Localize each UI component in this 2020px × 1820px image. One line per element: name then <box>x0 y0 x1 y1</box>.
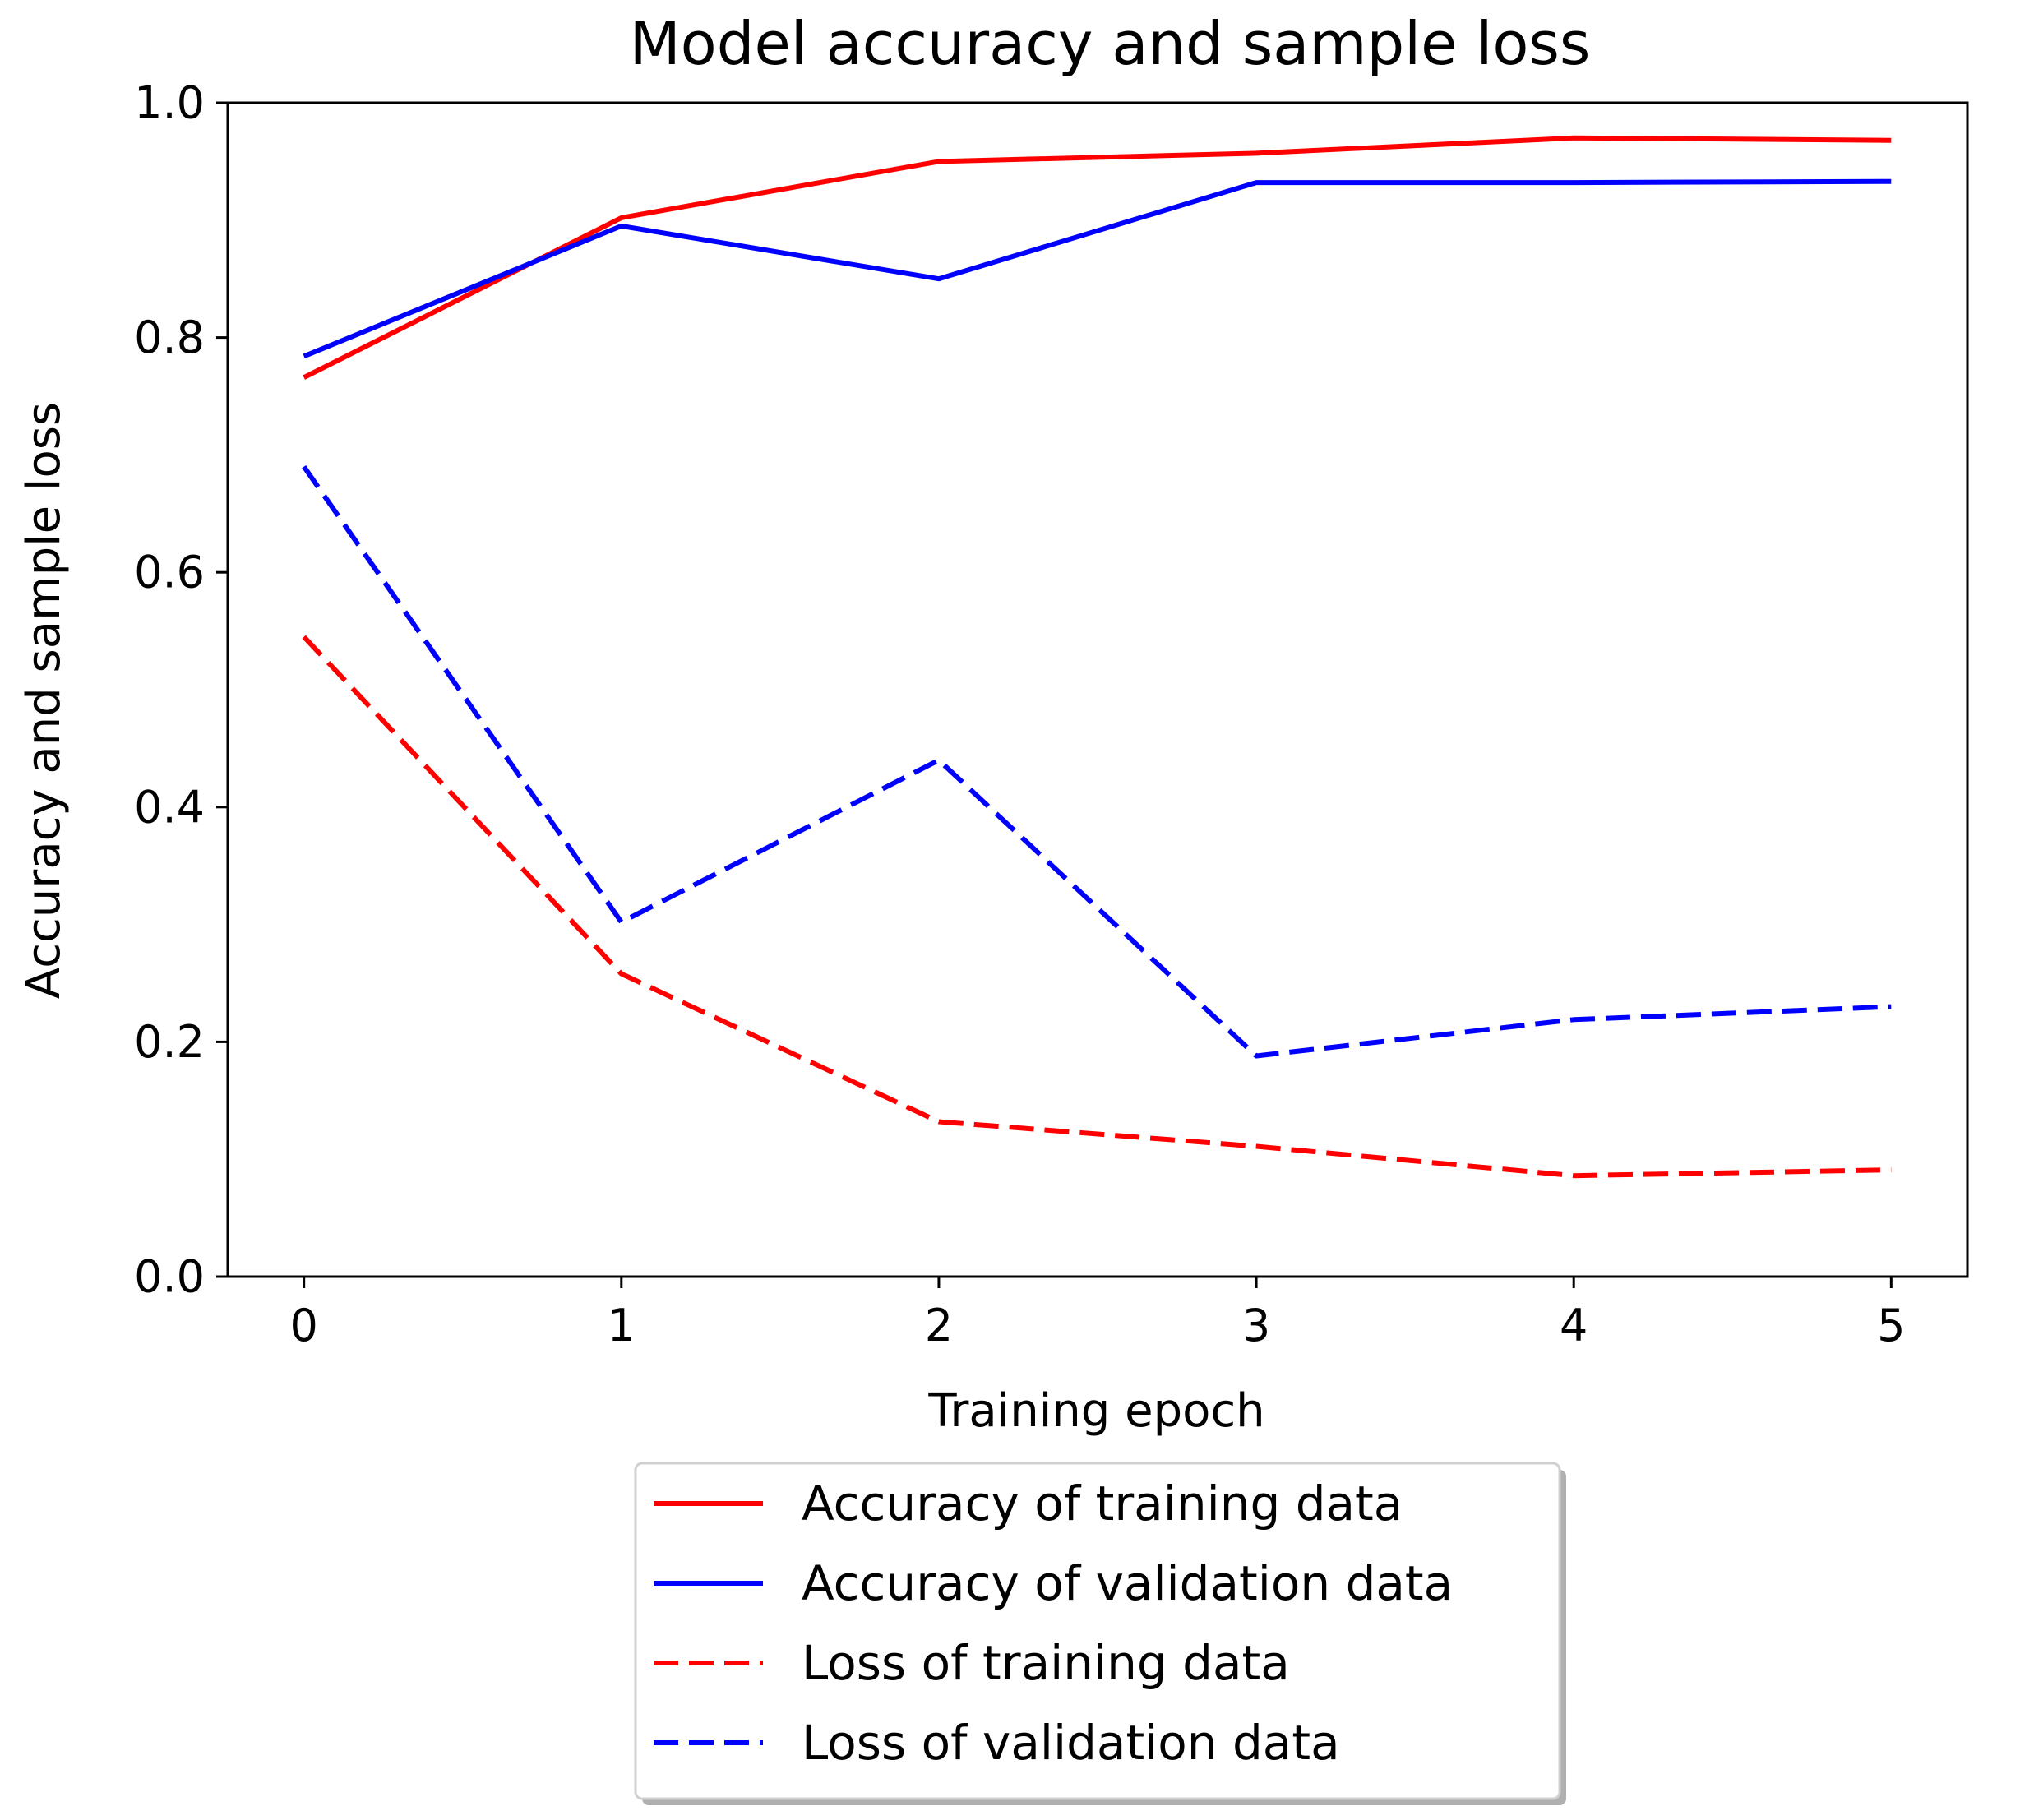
x-tick-label: 4 <box>1560 1300 1588 1351</box>
y-tick-label: 0.6 <box>134 547 205 598</box>
series-line-2 <box>303 178 1892 359</box>
legend-entries: Accuracy of training data Accuracy of val… <box>654 1476 1453 1771</box>
legend-label: Accuracy of training data <box>802 1476 1403 1531</box>
y-tick-label: 0.2 <box>134 1016 205 1068</box>
legend: Accuracy of training data Accuracy of val… <box>634 1462 1566 1805</box>
legend-label: Accuracy of validation data <box>802 1555 1453 1611</box>
x-tick-label: 2 <box>925 1300 953 1351</box>
y-tick-label: 0.0 <box>134 1251 205 1303</box>
y-tick-label: 0.8 <box>134 312 205 363</box>
x-tick-label: 3 <box>1242 1300 1270 1351</box>
x-axis-label: Training epoch <box>927 1384 1264 1438</box>
chart-title: Model accuracy and sample loss <box>630 9 1591 78</box>
series-line-1 <box>303 135 1892 380</box>
legend-box <box>634 1462 1561 1800</box>
legend-label: Loss of training data <box>802 1635 1290 1691</box>
plot-frame <box>226 101 1969 1278</box>
x-axis-ticks: 0 1 2 3 4 5 <box>289 1277 1906 1351</box>
series-line-4 <box>302 464 1892 1059</box>
x-tick-label: 0 <box>289 1300 317 1351</box>
plot-lines <box>302 135 1892 1179</box>
x-tick-label: 5 <box>1877 1300 1905 1351</box>
y-axis-label: Accuracy and sample loss <box>17 402 71 999</box>
x-tick-label: 1 <box>608 1300 636 1351</box>
series-line-3 <box>302 635 1892 1179</box>
y-tick-label: 1.0 <box>134 77 205 129</box>
legend-label: Loss of validation data <box>802 1715 1340 1771</box>
y-tick-label: 0.4 <box>134 781 205 833</box>
y-axis-ticks: 0.0 0.2 0.4 0.6 0.8 1.0 <box>134 77 228 1303</box>
